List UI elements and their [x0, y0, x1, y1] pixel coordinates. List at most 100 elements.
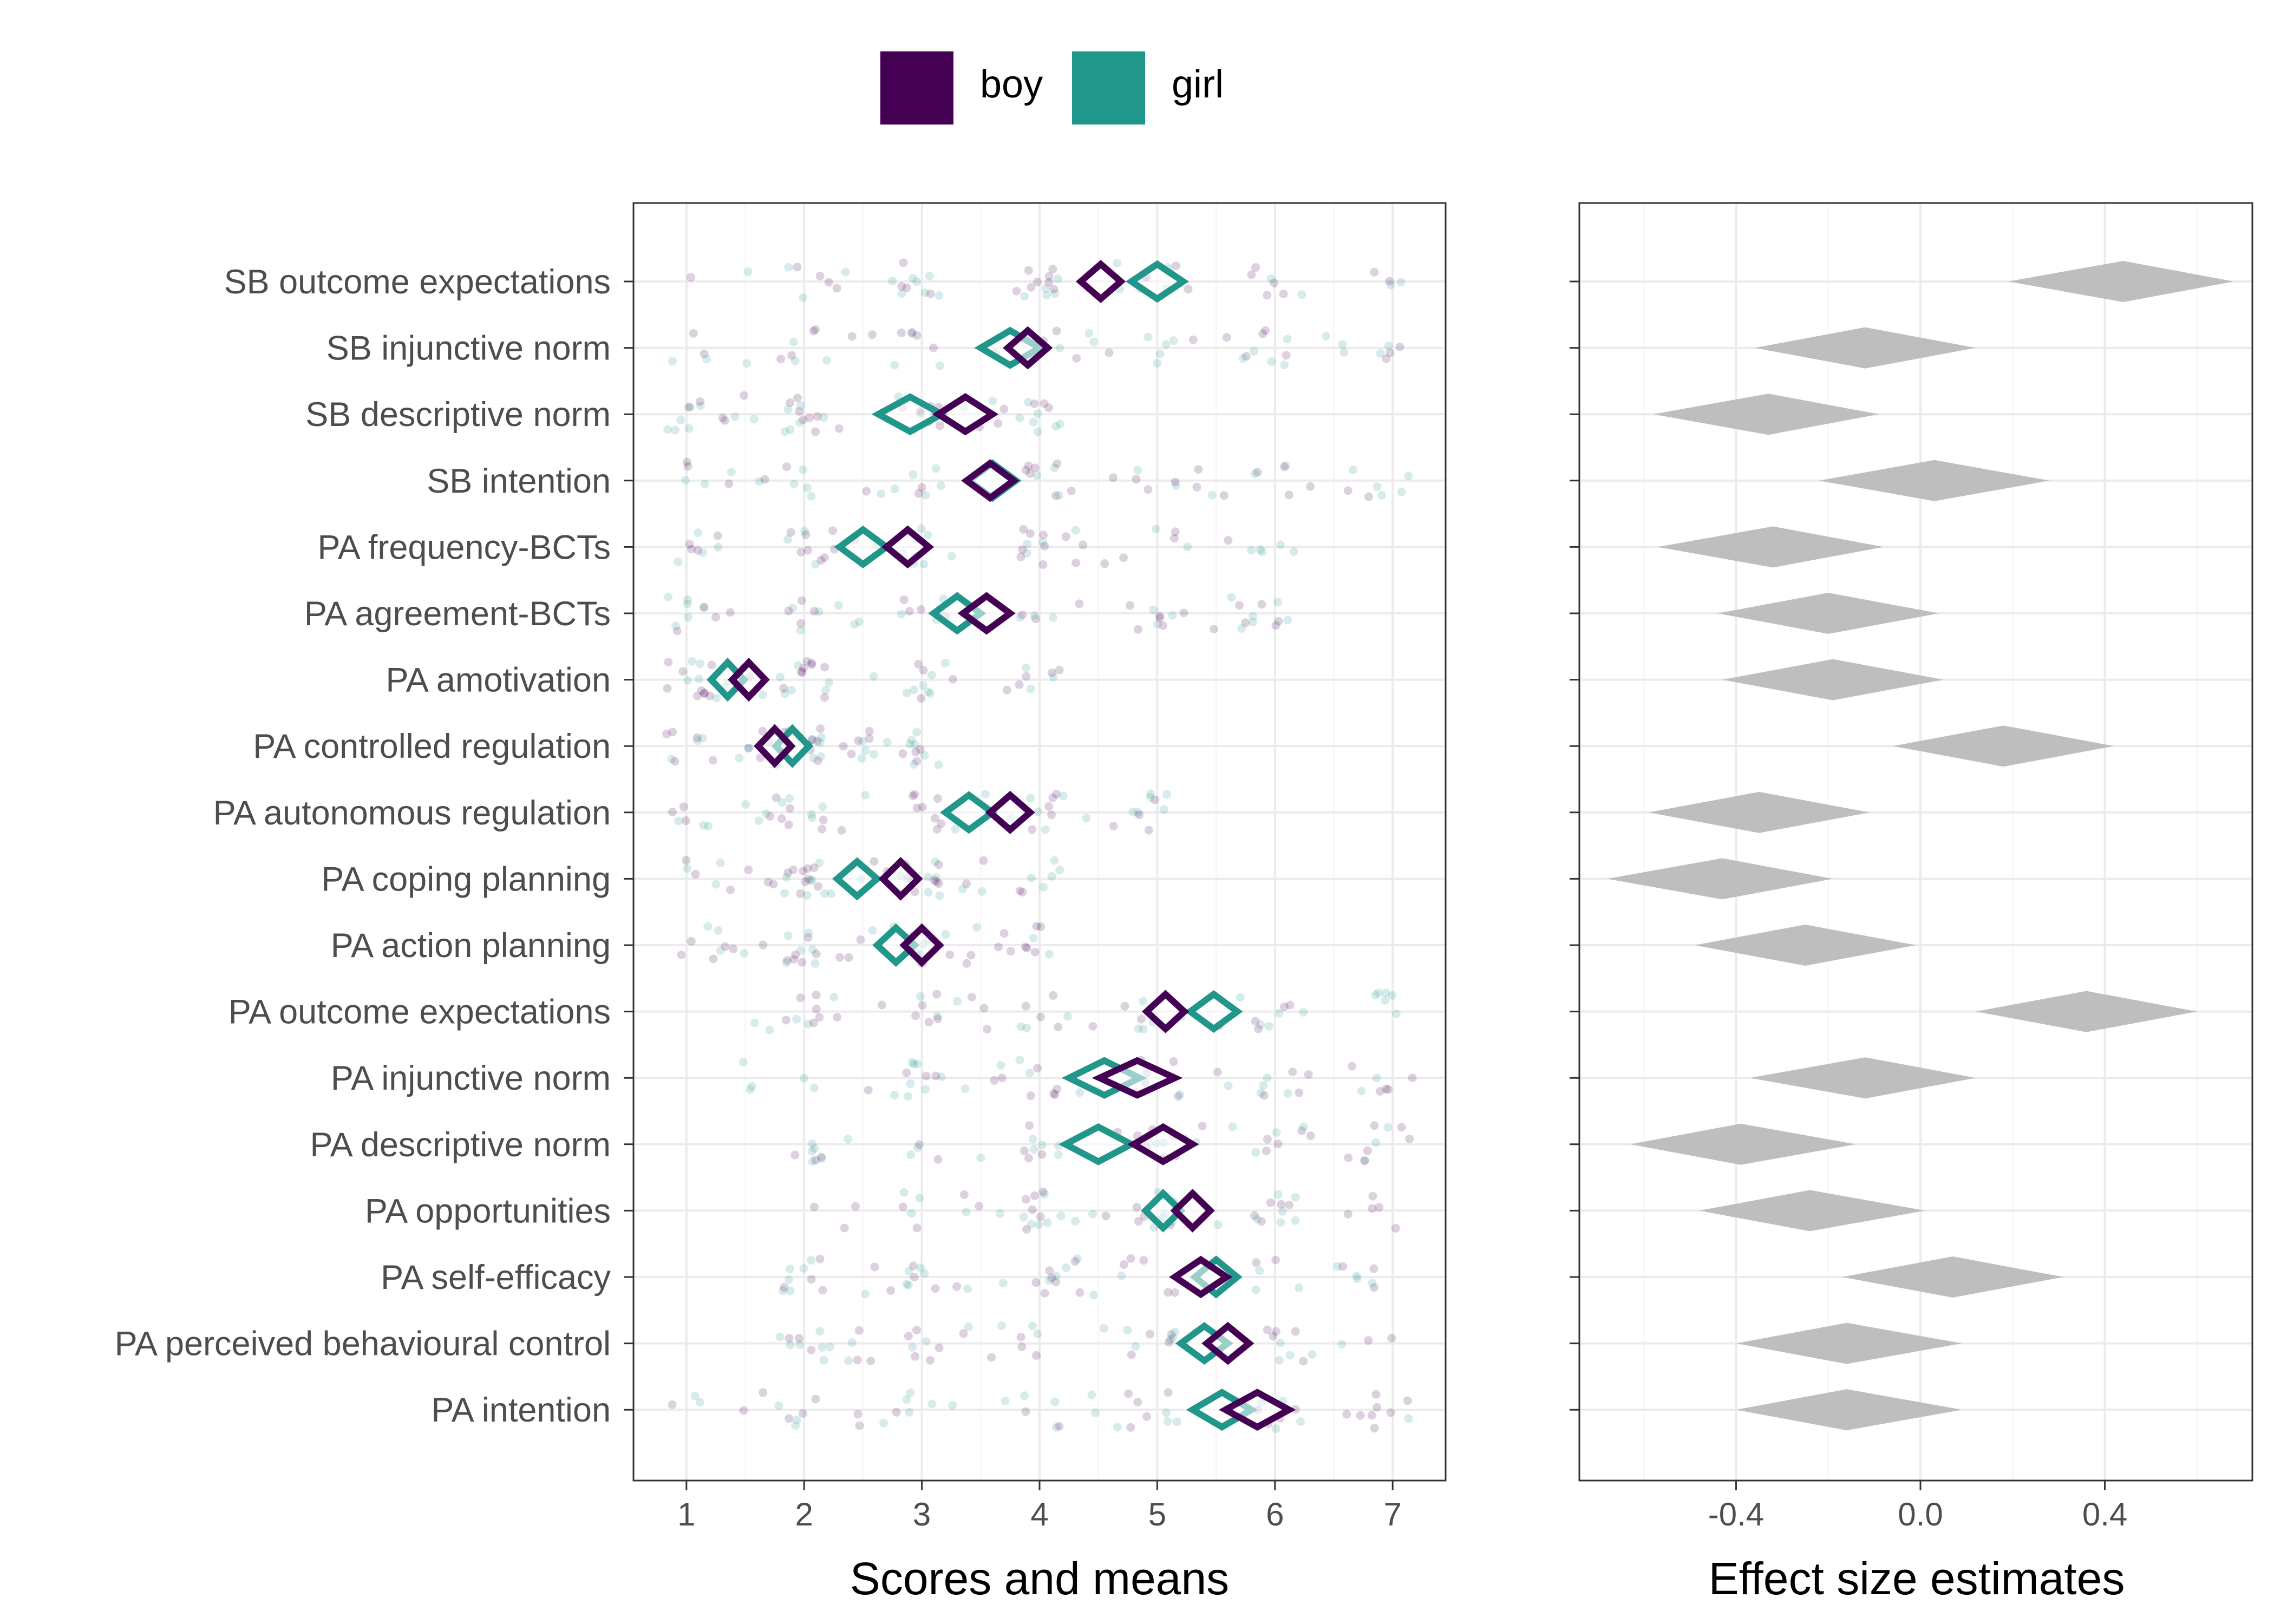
jitter-point [1050, 1397, 1060, 1406]
jitter-point [1139, 1025, 1148, 1034]
category-label: PA coping planning [321, 860, 611, 898]
jitter-point [1171, 477, 1180, 487]
jitter-point [1048, 613, 1057, 623]
jitter-point [743, 267, 753, 277]
jitter-point [794, 1334, 803, 1343]
jitter-point [791, 1421, 800, 1430]
jitter-point [1255, 1266, 1264, 1275]
mean-diamond-boy [1127, 1123, 1199, 1165]
jitter-point [1371, 991, 1380, 1000]
jitter-point [1117, 1271, 1126, 1280]
jitter-point [1342, 1410, 1351, 1419]
jitter-point [1055, 343, 1064, 352]
jitter-point [760, 475, 769, 484]
jitter-point [1091, 1409, 1100, 1418]
jitter-point [1364, 1336, 1373, 1345]
jitter-point [1021, 466, 1030, 475]
jitter-point [796, 993, 805, 1003]
jitter-point [1119, 553, 1128, 562]
jitter-point [890, 1091, 899, 1100]
jitter-point [695, 675, 704, 684]
jitter-point [1031, 1278, 1041, 1287]
jitter-point [908, 274, 917, 283]
jitter-point [1251, 1285, 1260, 1294]
jitter-point [1030, 947, 1040, 957]
jitter-point [902, 1279, 911, 1288]
jitter-point [691, 869, 700, 879]
jitter-point [1163, 1417, 1172, 1426]
jitter-point [1044, 272, 1054, 281]
jitter-point [953, 997, 962, 1006]
jitter-point [935, 891, 944, 900]
jitter-point [741, 800, 750, 809]
jitter-point [1283, 335, 1292, 344]
jitter-point [911, 1011, 920, 1020]
jitter-point [1049, 672, 1058, 682]
right-diamonds [1607, 261, 2234, 1431]
jitter-point [1075, 599, 1084, 608]
jitter-point [1027, 873, 1036, 882]
jitter-point [1026, 1091, 1035, 1101]
jitter-point [945, 950, 955, 959]
jitter-point [1338, 1262, 1347, 1271]
jitter-point [1285, 1351, 1295, 1360]
jitter-point [1038, 538, 1048, 547]
jitter-point [1276, 1339, 1285, 1348]
jitter-point [1037, 1150, 1047, 1159]
jitter-point [908, 1343, 917, 1352]
mean-diamond-boy [878, 856, 923, 901]
jitter-point [807, 1275, 816, 1284]
jitter-point [1020, 1391, 1029, 1400]
jitter-point [931, 857, 940, 866]
jitter-point [897, 289, 906, 298]
jitter-point [925, 271, 934, 280]
jitter-point [1048, 265, 1057, 274]
jitter-point [877, 1000, 886, 1010]
jitter-point [1033, 1064, 1042, 1073]
jitter-point [1021, 663, 1030, 672]
jitter-point [987, 1353, 996, 1362]
jitter-point [815, 859, 824, 868]
jitter-point [1241, 352, 1251, 361]
jitter-point [1049, 991, 1058, 1000]
jitter-point [999, 929, 1009, 938]
jitter-point [1291, 1193, 1300, 1202]
jitter-point [1279, 289, 1288, 298]
jitter-point [782, 462, 792, 472]
jitter-point [814, 607, 824, 616]
jitter-point [1275, 1355, 1284, 1365]
jitter-point [664, 592, 673, 601]
jitter-point [862, 487, 871, 496]
jitter-point [844, 953, 853, 962]
jitter-point [1168, 1333, 1178, 1343]
jitter-point [1297, 1126, 1306, 1135]
jitter-point [854, 736, 863, 745]
jitter-point [796, 946, 805, 955]
jitter-point [1364, 492, 1373, 501]
jitter-point [1048, 793, 1057, 802]
jitter-point [1297, 290, 1306, 299]
jitter-point [777, 814, 786, 823]
jitter-point [1105, 348, 1114, 357]
jitter-point [977, 887, 986, 896]
jitter-point [1075, 1088, 1084, 1097]
jitter-point [1295, 1088, 1304, 1097]
jitter-point [851, 1202, 860, 1211]
jitter-point [1030, 463, 1040, 473]
jitter-point [815, 1327, 825, 1336]
jitter-point [1264, 1021, 1273, 1031]
jitter-point [962, 959, 971, 968]
jitter-point [931, 1071, 940, 1081]
jitter-point [786, 1286, 795, 1295]
jitter-point [918, 1001, 927, 1010]
left-x-tick-label: 2 [795, 1496, 813, 1533]
mean-diamond-boy [881, 525, 935, 569]
jitter-point [1266, 1198, 1275, 1207]
jitter-point [807, 660, 816, 670]
jitter-point [674, 816, 683, 826]
jitter-point [1349, 465, 1358, 474]
jitter-point [1370, 267, 1379, 277]
jitter-point [902, 1068, 911, 1077]
jitter-point [801, 530, 811, 539]
